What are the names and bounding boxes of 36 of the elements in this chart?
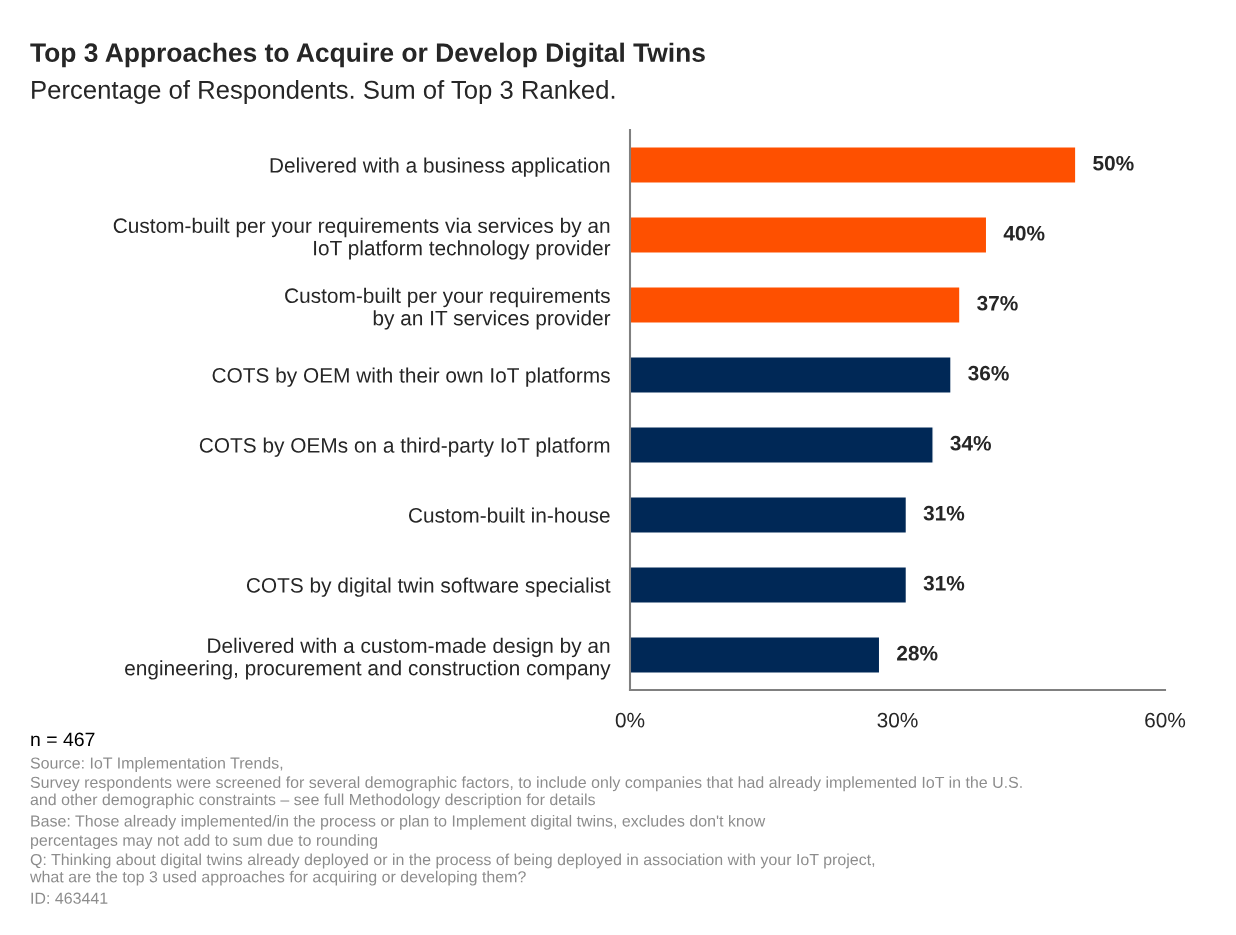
x-tick-label: 30% xyxy=(877,712,918,728)
text: Top 3 Approaches to Acquire or Develop Digital Twins xyxy=(30,42,705,68)
data-label: 31% xyxy=(923,575,965,591)
data-label: 40% xyxy=(1003,225,1045,241)
y-tick-label: Custom-built per your requirements by an IT services provider xyxy=(285,287,611,330)
y-tick-label: COTS by OEMs on a third-party IoT platform xyxy=(199,437,610,457)
bar xyxy=(630,566,908,604)
data-label: 34% xyxy=(950,435,991,451)
x-tick-label: 0% xyxy=(615,712,645,728)
y-tick-label: Delivered with a custom-made design by an engineering, procurement and construction company xyxy=(125,637,611,680)
data-label: 31% xyxy=(923,505,965,521)
y-tick-label: Delivered with a business application xyxy=(270,157,610,177)
text: Q: Thinking about digital twins already deployed or in the process of being deployed in association with your IoT project, what are the top 3 used approaches for acquiring or developing them? xyxy=(29,853,875,886)
data-label: 50% xyxy=(1093,155,1134,171)
bar xyxy=(630,356,952,394)
y-tick-label: Custom-built per your requirements via services by an IoT platform technology provider xyxy=(113,217,611,260)
bar xyxy=(630,636,881,674)
text: n = 467 xyxy=(31,732,95,747)
bar xyxy=(630,426,934,464)
bar xyxy=(630,496,908,534)
bar xyxy=(630,146,1077,184)
x-tick-label: 60% xyxy=(1145,712,1186,728)
y-tick-label: COTS by digital twin software specialist xyxy=(246,577,611,597)
text: percentages may not add to sum due to rounding xyxy=(31,834,378,850)
text: Percentage of Respondents. Sum of Top 3 Ranked. xyxy=(32,80,615,104)
y-tick-label: COTS by OEM with their own IoT platforms xyxy=(212,367,610,387)
y-tick-label: Custom-built in-house xyxy=(408,507,610,523)
text: ID: 463441 xyxy=(31,892,108,904)
data-label: 37% xyxy=(977,295,1018,311)
source-note: Source: IoT Implementation Trends, xyxy=(30,757,283,772)
text: Survey respondents were screened for several demographic factors, to include only companies that had already implemented IoT in the U.S. and other demographic constraints – see full Methodology description for details xyxy=(30,776,1022,809)
bar xyxy=(630,286,961,324)
bar xyxy=(630,216,988,254)
data-label: 36% xyxy=(968,365,1009,381)
data-label: 28% xyxy=(897,645,938,661)
text: Base: Those already implemented/in the process or plan to Implement digital twins, excludes don't know xyxy=(31,814,766,830)
